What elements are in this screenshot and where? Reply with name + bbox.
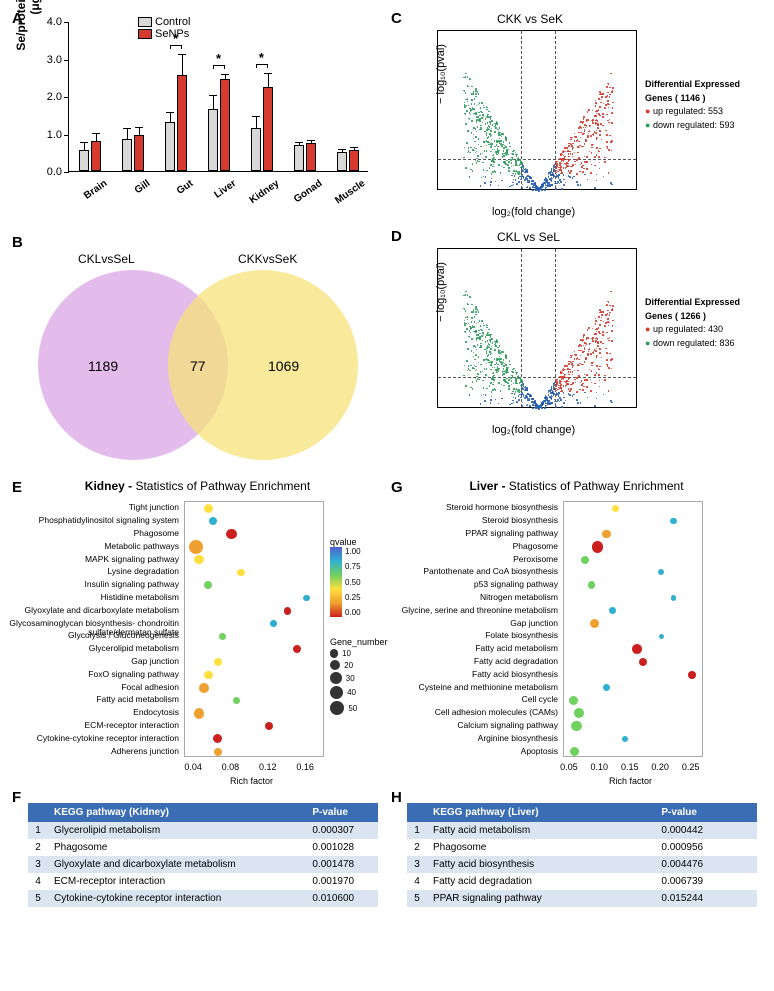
e-title-r: Statistics of Pathway Enrichment (135, 479, 310, 493)
c-up: ● up regulated: 553 (645, 105, 766, 119)
venn-wrap: CKLvsSeL CKKvsSeK 1189 77 1069 (38, 260, 368, 465)
d-legend-title: Differential Expressed Genes ( 1266 ) (645, 296, 766, 323)
c-down-n: 593 (719, 120, 734, 130)
c-down: ● down regulated: 593 (645, 119, 766, 133)
panel-d-label: D (391, 228, 402, 245)
d-up: ● up regulated: 430 (645, 323, 766, 337)
d-up-n: 430 (708, 324, 723, 334)
panel-f-table: KEGG pathway (Kidney)P-value1Glycerolipi… (28, 803, 378, 907)
panel-h: H KEGG pathway (Liver)P-value1Fatty acid… (387, 787, 766, 917)
panel-b: B CKLvsSeL CKKvsSeK 1189 77 1069 (8, 232, 387, 477)
d-down-n: 836 (719, 338, 734, 348)
e-qvalue-legend: qvalue 1.000.750.500.250.00 (330, 537, 361, 617)
panel-f: F KEGG pathway (Kidney)P-value1Glyceroli… (8, 787, 387, 917)
panel-h-label: H (391, 789, 402, 806)
e-title-b: Kidney - (85, 479, 136, 493)
panel-a-plot: 0.01.02.03.04.0BrainGillGut*Liver*Kidney… (68, 22, 368, 172)
panel-g: G Liver - Statistics of Pathway Enrichme… (387, 477, 766, 787)
c-legend-title: Differential Expressed Genes ( 1146 ) (645, 78, 766, 105)
panel-e-title: Kidney - Statistics of Pathway Enrichmen… (8, 479, 387, 493)
panel-a: A Se/protein content (μg/g) Control SeNP… (8, 8, 387, 203)
e-size-legend: Gene_number 1020304050 (330, 637, 388, 717)
g-title-b: Liver - (469, 479, 508, 493)
panel-g-title: Liver - Statistics of Pathway Enrichment (387, 479, 766, 493)
venn-both-n: 77 (190, 358, 206, 374)
figure-root: A Se/protein content (μg/g) Control SeNP… (0, 0, 774, 925)
c-up-n: 553 (708, 106, 723, 116)
panel-g-plot: 0.050.100.150.200.25Rich factor (563, 501, 703, 757)
venn-left-title: CKLvsSeL (78, 252, 135, 266)
panel-d-ylabel: − log₁₀(pval) (435, 262, 447, 322)
panel-c-label: C (391, 10, 402, 27)
panel-c-xlabel: log₂(fold change) (492, 206, 575, 218)
panel-d-xlabel: log₂(fold change) (492, 424, 575, 436)
panel-e-plot: 0.040.080.120.16Rich factor (184, 501, 324, 757)
gradient-icon (330, 547, 342, 617)
venn-left-n: 1189 (88, 358, 118, 374)
panel-c-plot (437, 30, 637, 190)
d-down: ● down regulated: 836 (645, 337, 766, 351)
panel-d: D CKL vs SeL − log₁₀(pval) log₂(fold cha… (387, 226, 766, 444)
panel-h-table: KEGG pathway (Liver)P-value1Fatty acid m… (407, 803, 757, 907)
panel-d-plot (437, 248, 637, 408)
panel-c: C CKK vs SeK − log₁₀(pval) log₂(fold cha… (387, 8, 766, 226)
panel-c-title: CKK vs SeK (497, 12, 563, 26)
panel-c-legend: Differential Expressed Genes ( 1146 ) ● … (645, 78, 766, 132)
panel-b-label: B (12, 234, 23, 251)
g-title-r: Statistics of Pathway Enrichment (509, 479, 684, 493)
e-qlabel: qvalue (330, 537, 361, 547)
panel-c-ylabel: − log₁₀(pval) (435, 44, 447, 104)
panel-e: E Kidney - Statistics of Pathway Enrichm… (8, 477, 387, 787)
panel-d-title: CKL vs SeL (497, 230, 560, 244)
venn-right-title: CKKvsSeK (238, 252, 297, 266)
e-sizelabel: Gene_number (330, 637, 388, 647)
ylabel-text: Se/protein content (μg/g) (14, 0, 42, 51)
panel-f-label: F (12, 789, 21, 806)
panel-a-ylabel: Se/protein content (μg/g) (14, 0, 43, 53)
venn-right-n: 1069 (268, 358, 299, 374)
panel-d-legend: Differential Expressed Genes ( 1266 ) ● … (645, 296, 766, 350)
